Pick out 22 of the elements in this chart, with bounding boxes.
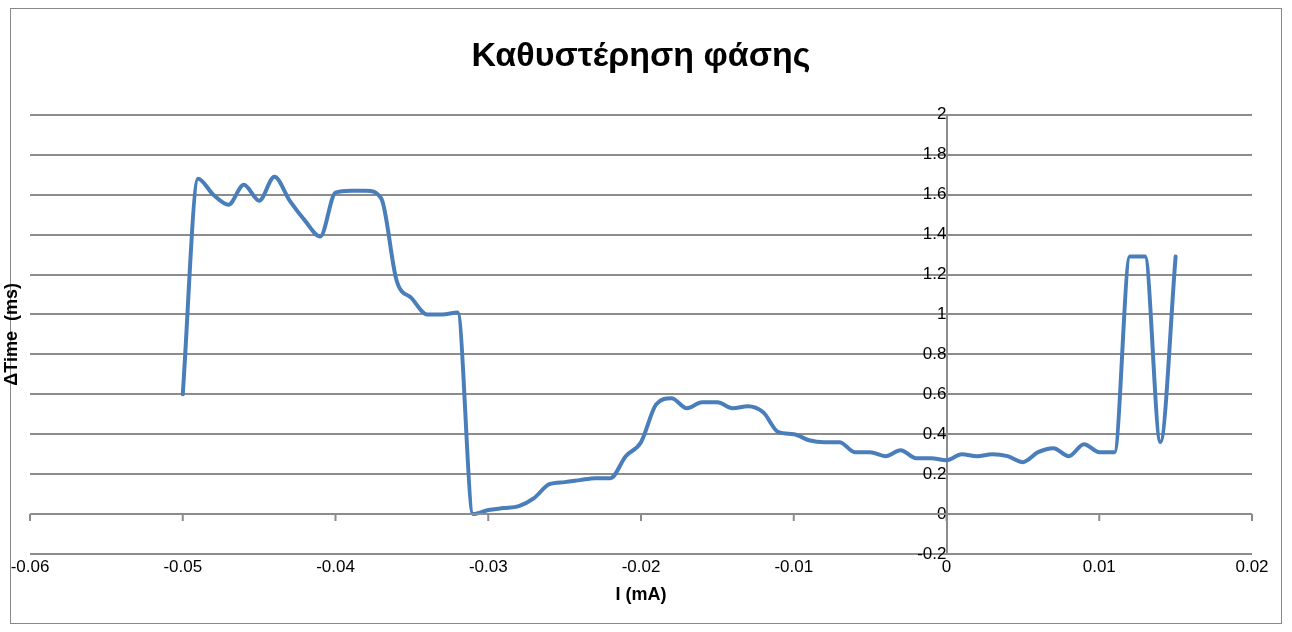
chart-title: Καθυστέρηση φάσης <box>471 34 811 73</box>
y-tick-label: 1.2 <box>922 264 947 284</box>
x-axis-title: I (mA) <box>615 584 667 605</box>
y-axis-title: ΔTime (ms) <box>0 283 21 386</box>
x-tick-label: -0.02 <box>621 556 661 576</box>
y-tick-label: 0.4 <box>922 423 947 443</box>
y-tick-label: 1.8 <box>922 144 947 164</box>
y-tick-label: 1 <box>937 304 947 324</box>
x-tick-label: 0.02 <box>1235 556 1269 576</box>
x-tick-label: 0.01 <box>1082 556 1116 576</box>
line-series <box>180 174 1178 517</box>
y-tick-label: 0.8 <box>922 344 947 364</box>
y-tick-label: 0.2 <box>922 463 947 483</box>
x-tick-label: -0.06 <box>10 556 50 576</box>
x-tick-label: -0.01 <box>774 556 814 576</box>
y-tick-label: 0.6 <box>922 383 947 403</box>
y-tick-label: 2 <box>937 104 947 124</box>
x-tick-label: -0.05 <box>163 556 203 576</box>
y-tick-label: 1.6 <box>922 184 947 204</box>
x-tick-label: -0.03 <box>468 556 508 576</box>
y-tick-label: 1.4 <box>922 224 947 244</box>
x-tick-label: -0.04 <box>316 556 355 576</box>
